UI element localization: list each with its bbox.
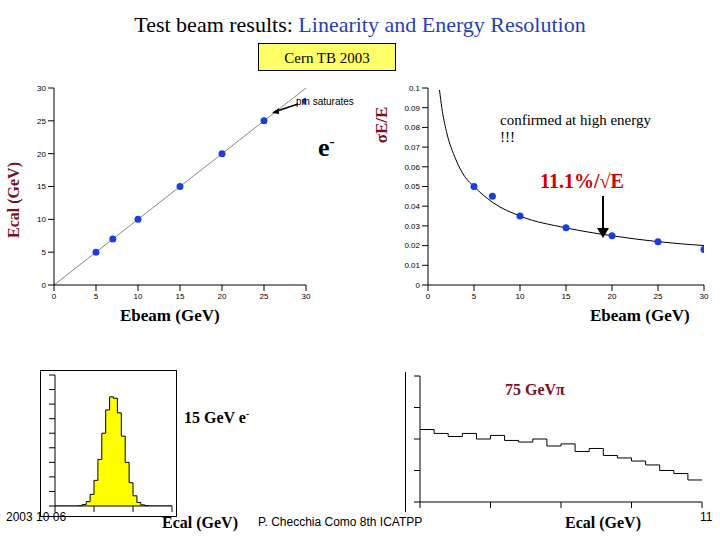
svg-text:0.04: 0.04 (404, 202, 420, 211)
html-text:11: 11 (700, 510, 713, 524)
html-text:pm saturates: pm saturates (296, 96, 354, 107)
html-text:σE/E: σE/E (372, 106, 391, 144)
svg-text:15: 15 (562, 292, 571, 301)
svg-text:0.06: 0.06 (404, 163, 420, 172)
html-text:e-: e- (318, 132, 335, 162)
svg-text:20: 20 (218, 292, 227, 301)
html-text:Ebeam (GeV): Ebeam (GeV) (120, 306, 220, 325)
svg-text:10: 10 (37, 215, 46, 224)
html-text:P. Checchia Como 8th ICATPP: P. Checchia Como 8th ICATPP (258, 515, 423, 529)
svg-text:10: 10 (134, 292, 143, 301)
svg-text:0.03: 0.03 (404, 222, 420, 231)
html-text:Ecal (GeV): Ecal (GeV) (5, 162, 22, 238)
svg-text:30: 30 (37, 84, 46, 93)
svg-text:25: 25 (37, 117, 46, 126)
svg-text:20: 20 (37, 150, 46, 159)
html-text:confirmed at high energy !!!: confirmed at high energy !!! (500, 112, 651, 145)
svg-text:30: 30 (700, 292, 709, 301)
svg-text:30: 30 (302, 292, 311, 301)
svg-text:0: 0 (426, 292, 431, 301)
svg-text:20: 20 (608, 292, 617, 301)
svg-text:5: 5 (94, 292, 99, 301)
html-text:15 GeV e-: 15 GeV e- (184, 408, 250, 427)
html-text:Ebeam (GeV): Ebeam (GeV) (590, 306, 690, 325)
svg-text:5: 5 (472, 292, 477, 301)
svg-text:0.09: 0.09 (404, 104, 420, 113)
svg-text:0.08: 0.08 (404, 123, 420, 132)
svg-text:25: 25 (260, 292, 269, 301)
html-text:Cern TB 2003: Cern TB 2003 (284, 50, 370, 66)
svg-text:15: 15 (176, 292, 185, 301)
svg-text:0.02: 0.02 (404, 241, 420, 250)
html-text:Ecal (GeV): Ecal (GeV) (565, 514, 641, 531)
svg-text:5: 5 (42, 248, 47, 257)
svg-text:0: 0 (42, 281, 47, 290)
html-text:2003 10 06: 2003 10 06 (6, 510, 67, 524)
svg-text:0: 0 (52, 292, 57, 301)
svg-text:10: 10 (516, 292, 525, 301)
html-text:11.1%/√E: 11.1%/√E (540, 170, 624, 192)
svg-text:15: 15 (37, 182, 46, 191)
svg-text:25: 25 (654, 292, 663, 301)
svg-text:0.07: 0.07 (404, 143, 420, 152)
html-text:Test beam results: Linearity a: Test beam results: Linearity and Energy … (134, 12, 586, 37)
svg-text:0: 0 (416, 281, 421, 290)
svg-text:0.05: 0.05 (404, 182, 420, 191)
svg-text:0.01: 0.01 (404, 261, 420, 270)
svg-text:0.1: 0.1 (409, 84, 421, 93)
html-text:75 GeVπ: 75 GeVπ (505, 381, 565, 398)
html-text:Ecal (GeV): Ecal (GeV) (162, 514, 238, 531)
